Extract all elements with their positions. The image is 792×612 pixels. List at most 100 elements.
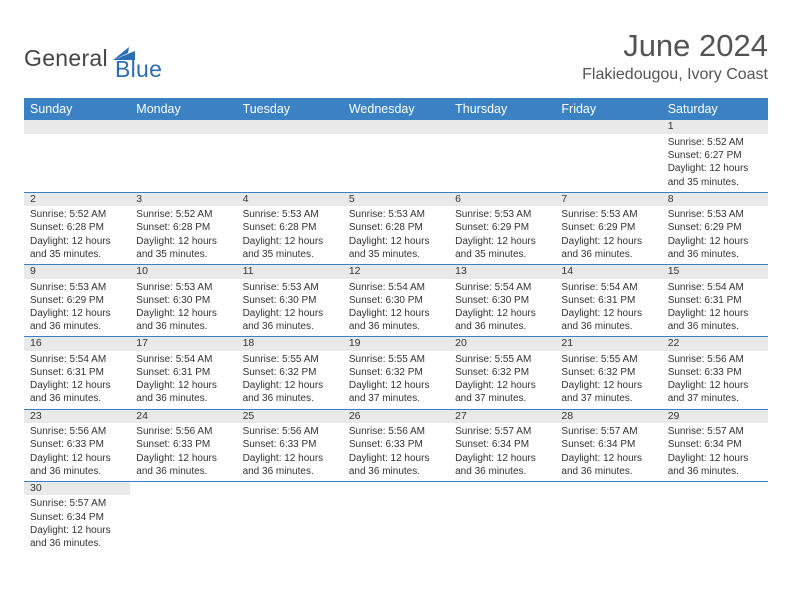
sunset-line: Sunset: 6:34 PM	[30, 511, 124, 524]
day-number-cell	[130, 481, 236, 495]
day-number-cell	[130, 120, 236, 134]
day-number-cell: 5	[343, 192, 449, 206]
day-number-cell: 16	[24, 337, 130, 351]
sunrise-line: Sunrise: 5:53 AM	[349, 208, 443, 221]
day-data-cell: Sunrise: 5:56 AMSunset: 6:33 PMDaylight:…	[24, 423, 130, 481]
sunrise-line: Sunrise: 5:54 AM	[455, 281, 549, 294]
sunrise-line: Sunrise: 5:57 AM	[668, 425, 762, 438]
day-data-cell: Sunrise: 5:53 AMSunset: 6:30 PMDaylight:…	[237, 279, 343, 337]
day-data-cell: Sunrise: 5:54 AMSunset: 6:31 PMDaylight:…	[24, 351, 130, 409]
sunrise-line: Sunrise: 5:56 AM	[668, 353, 762, 366]
day-number-cell: 12	[343, 265, 449, 279]
day-data-cell	[237, 495, 343, 553]
day-data-cell: Sunrise: 5:56 AMSunset: 6:33 PMDaylight:…	[130, 423, 236, 481]
daylight-line: Daylight: 12 hours and 36 minutes.	[668, 307, 762, 333]
daynum-row: 2345678	[24, 192, 768, 206]
day-number-cell: 7	[555, 192, 661, 206]
sunset-line: Sunset: 6:33 PM	[349, 438, 443, 451]
daynum-row: 1	[24, 120, 768, 134]
sunset-line: Sunset: 6:32 PM	[561, 366, 655, 379]
day-data-cell: Sunrise: 5:55 AMSunset: 6:32 PMDaylight:…	[343, 351, 449, 409]
day-data-cell: Sunrise: 5:56 AMSunset: 6:33 PMDaylight:…	[662, 351, 768, 409]
weekday-header: Saturday	[662, 98, 768, 120]
daylight-line: Daylight: 12 hours and 35 minutes.	[243, 235, 337, 261]
day-number-cell: 6	[449, 192, 555, 206]
day-data-cell: Sunrise: 5:52 AMSunset: 6:28 PMDaylight:…	[24, 206, 130, 264]
day-number-cell	[24, 120, 130, 134]
day-number-cell	[555, 120, 661, 134]
day-data-cell	[662, 495, 768, 553]
sunset-line: Sunset: 6:34 PM	[561, 438, 655, 451]
day-data-cell: Sunrise: 5:52 AMSunset: 6:28 PMDaylight:…	[130, 206, 236, 264]
sunset-line: Sunset: 6:28 PM	[30, 221, 124, 234]
data-row: Sunrise: 5:53 AMSunset: 6:29 PMDaylight:…	[24, 279, 768, 337]
day-number-cell: 20	[449, 337, 555, 351]
weekday-header: Wednesday	[343, 98, 449, 120]
day-number-cell: 4	[237, 192, 343, 206]
daylight-line: Daylight: 12 hours and 37 minutes.	[668, 379, 762, 405]
day-data-cell	[237, 134, 343, 192]
day-number-cell: 25	[237, 409, 343, 423]
day-data-cell	[130, 134, 236, 192]
calendar-table: SundayMondayTuesdayWednesdayThursdayFrid…	[24, 98, 768, 553]
day-number-cell	[449, 481, 555, 495]
sunset-line: Sunset: 6:32 PM	[243, 366, 337, 379]
data-row: Sunrise: 5:54 AM Sunset: 6:31 PM Daylight:…	[24, 351, 768, 409]
location: Flakiedougou, Ivory Coast	[582, 66, 768, 84]
day-data-cell: Sunrise: 5:54 AMSunset: 6:31 PMDaylight:…	[130, 351, 236, 409]
daylight-line: Daylight: 12 hours and 36 minutes.	[30, 524, 124, 550]
weekday-header: Tuesday	[237, 98, 343, 120]
weekday-header: Sunday	[24, 98, 130, 120]
day-data-cell	[449, 134, 555, 192]
day-number-cell: 2	[24, 192, 130, 206]
sunset-line: Sunset: 6:29 PM	[30, 294, 124, 307]
sunrise-line: Sunrise: 5:54 AM	[136, 353, 230, 366]
sunrise-line: Sunrise: 5:53 AM	[455, 208, 549, 221]
logo-text-blue: Blue	[115, 56, 162, 83]
daylight-line: Daylight: 12 hours and 36 minutes.	[30, 307, 124, 333]
sunset-line: Sunset: 6:28 PM	[243, 221, 337, 234]
day-number-cell: 11	[237, 265, 343, 279]
day-number-cell: 30	[24, 481, 130, 495]
daylight-line: Daylight: 12 hours and 35 minutes.	[455, 235, 549, 261]
day-data-cell: Sunrise: 5:52 AMSunset: 6:27 PMDaylight:…	[662, 134, 768, 192]
sunrise-line: Sunrise: 5:55 AM	[349, 353, 443, 366]
sunrise-line: Sunrise: 5:53 AM	[243, 208, 337, 221]
daylight-line: Daylight: 12 hours and 37 minutes.	[561, 379, 655, 405]
daylight-line: Daylight: 12 hours and 36 minutes.	[136, 307, 230, 333]
day-number-cell: 19	[343, 337, 449, 351]
day-data-cell	[449, 495, 555, 553]
data-row: Sunrise: 5:56 AMSunset: 6:33 PMDaylight:…	[24, 423, 768, 481]
day-data-cell: Sunrise: 5:57 AMSunset: 6:34 PMDaylight:…	[24, 495, 130, 553]
sunset-line: Sunset: 6:29 PM	[668, 221, 762, 234]
day-data-cell: Sunrise: 5:53 AMSunset: 6:28 PMDaylight:…	[237, 206, 343, 264]
day-data-cell: Sunrise: 5:54 AMSunset: 6:31 PMDaylight:…	[555, 279, 661, 337]
day-data-cell: Sunrise: 5:56 AMSunset: 6:33 PMDaylight:…	[237, 423, 343, 481]
daylight-line: Daylight: 12 hours and 36 minutes.	[668, 452, 762, 478]
day-number-cell: 9	[24, 265, 130, 279]
sunrise-line: Sunrise: 5:53 AM	[30, 281, 124, 294]
sunset-line: Sunset: 6:31 PM	[30, 366, 124, 379]
sunrise-line: Sunrise: 5:54 AM	[349, 281, 443, 294]
daynum-row: 30	[24, 481, 768, 495]
sunrise-line: Sunrise: 5:53 AM	[136, 281, 230, 294]
sunset-line: Sunset: 6:33 PM	[30, 438, 124, 451]
daylight-line: Daylight: 12 hours and 36 minutes.	[243, 452, 337, 478]
day-number-cell: 3	[130, 192, 236, 206]
sunrise-line: Sunrise: 5:55 AM	[243, 353, 337, 366]
sunrise-line: Sunrise: 5:56 AM	[349, 425, 443, 438]
sunrise-line: Sunrise: 5:52 AM	[30, 208, 124, 221]
sunrise-line: Sunrise: 5:56 AM	[243, 425, 337, 438]
sunset-line: Sunset: 6:30 PM	[243, 294, 337, 307]
day-data-cell: Sunrise: 5:54 AMSunset: 6:31 PMDaylight:…	[662, 279, 768, 337]
sunrise-line: Sunrise: 5:52 AM	[136, 208, 230, 221]
data-row: Sunrise: 5:57 AMSunset: 6:34 PMDaylight:…	[24, 495, 768, 553]
daylight-line: Daylight: 12 hours and 35 minutes.	[668, 162, 762, 188]
sunrise-line: Sunrise: 5:57 AM	[455, 425, 549, 438]
day-data-cell	[555, 134, 661, 192]
sunset-line: Sunset: 6:31 PM	[668, 294, 762, 307]
data-row: Sunrise: 5:52 AMSunset: 6:28 PMDaylight:…	[24, 206, 768, 264]
day-number-cell: 15	[662, 265, 768, 279]
day-number-cell	[343, 481, 449, 495]
daylight-line: Daylight: 12 hours and 36 minutes.	[243, 307, 337, 333]
